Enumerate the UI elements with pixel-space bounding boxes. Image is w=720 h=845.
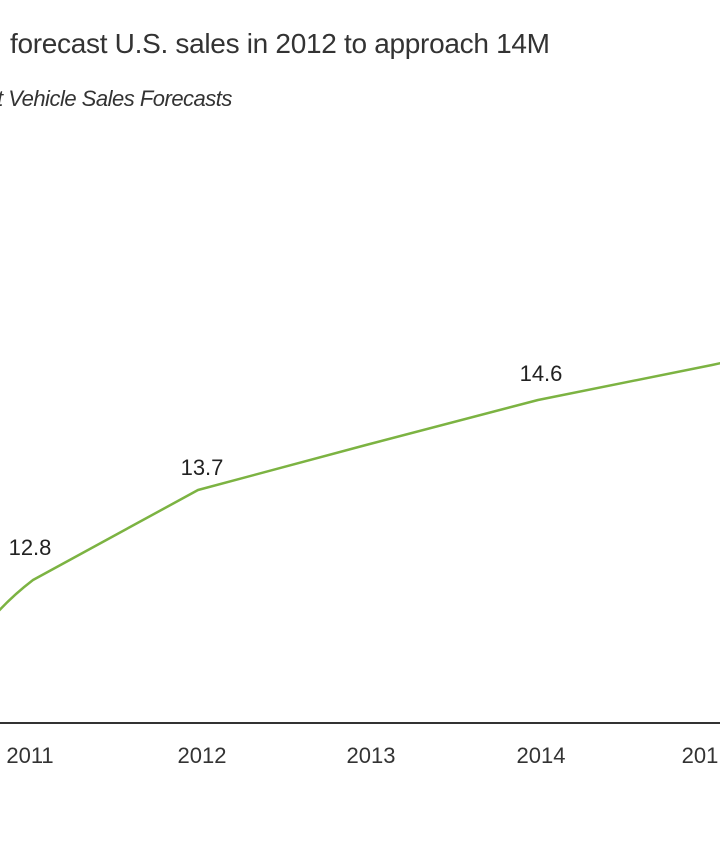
chart-subtitle: t Vehicle Sales Forecasts	[0, 86, 232, 111]
chart-title: forecast U.S. sales in 2012 to approach …	[10, 28, 550, 59]
data-label: 12.8	[9, 535, 52, 560]
series-line	[0, 361, 720, 612]
x-tick-label: 201	[682, 743, 719, 768]
x-tick-label: 2014	[517, 743, 566, 768]
x-tick-label: 2012	[178, 743, 227, 768]
data-label: 13.7	[181, 455, 224, 480]
data-label: 14.6	[520, 361, 563, 386]
x-tick-label: 2013	[347, 743, 396, 768]
x-tick-label: 2011	[6, 743, 53, 768]
